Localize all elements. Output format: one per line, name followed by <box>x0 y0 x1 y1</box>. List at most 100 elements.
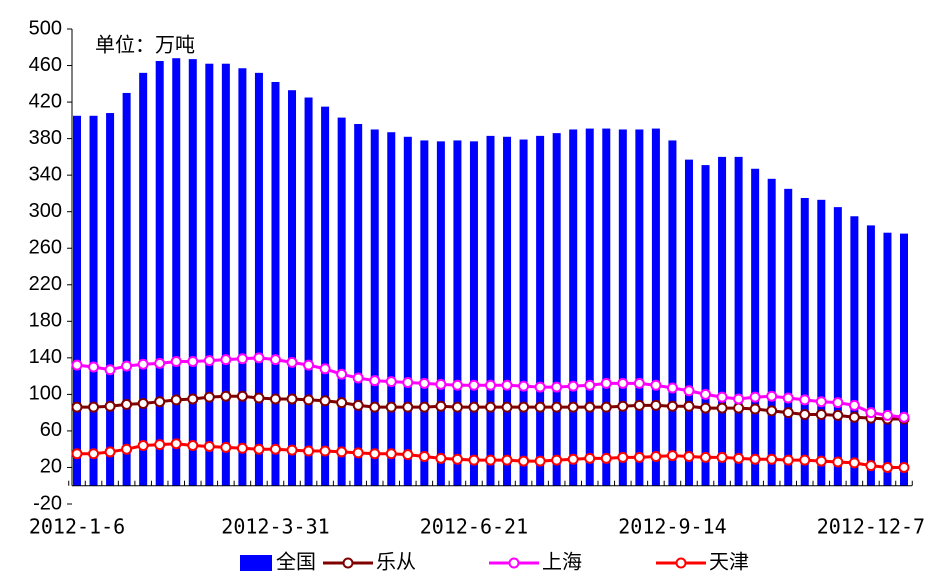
legend-label: 全国 <box>276 550 316 574</box>
point <box>137 398 149 410</box>
point <box>385 376 397 388</box>
y-tick-label: 500 <box>29 17 62 39</box>
bar <box>271 81 280 486</box>
point <box>518 380 530 392</box>
bar <box>73 115 81 486</box>
point <box>815 408 827 420</box>
bar <box>321 106 330 486</box>
bar <box>618 129 627 486</box>
point <box>71 401 83 413</box>
bar <box>122 92 131 486</box>
y-tick-label: 180 <box>29 310 62 332</box>
point <box>187 440 199 452</box>
point <box>253 392 265 404</box>
point <box>468 454 480 466</box>
point <box>104 446 116 458</box>
point <box>567 453 579 465</box>
legend-marker <box>675 557 687 569</box>
y-tick-label: 20 <box>40 456 62 478</box>
x-tick-label: 2012-3-31 <box>221 515 329 539</box>
legend-label: 上海 <box>542 550 582 574</box>
point <box>633 399 645 411</box>
point <box>799 408 811 420</box>
point <box>319 445 331 457</box>
annotation: 单位：万吨 <box>95 33 195 57</box>
bar <box>337 117 346 486</box>
point <box>815 455 827 467</box>
point <box>815 396 827 408</box>
point <box>121 443 133 455</box>
point <box>303 445 315 457</box>
point <box>501 454 513 466</box>
point <box>666 450 678 462</box>
point <box>303 394 315 406</box>
point <box>898 411 910 423</box>
point <box>485 379 496 391</box>
point <box>716 402 728 414</box>
bar <box>585 128 594 486</box>
bar <box>767 178 776 486</box>
legend-marker <box>508 557 520 569</box>
x-tick-label: 2012-9-14 <box>618 515 726 539</box>
point <box>352 399 364 411</box>
point <box>716 391 728 403</box>
point <box>567 380 579 392</box>
point <box>749 453 761 465</box>
point <box>319 395 331 407</box>
legend-marker <box>342 557 354 569</box>
point <box>749 403 761 415</box>
point <box>832 456 844 468</box>
point <box>534 381 546 393</box>
point <box>600 452 612 464</box>
point <box>71 448 83 460</box>
y-tick-label: 460 <box>29 54 62 76</box>
bar <box>734 156 743 486</box>
point <box>600 401 612 413</box>
point <box>584 379 596 391</box>
point <box>881 409 893 421</box>
point <box>848 457 860 469</box>
bar <box>552 133 561 486</box>
point <box>700 451 712 463</box>
point <box>551 401 563 413</box>
point <box>220 441 232 453</box>
point <box>369 375 381 387</box>
bar <box>370 129 379 486</box>
bar <box>817 199 826 486</box>
point <box>104 364 116 376</box>
point <box>71 359 83 371</box>
y-tick-label: 340 <box>29 163 62 185</box>
x-tick-label: 2012-12-7 <box>817 515 925 539</box>
point <box>865 460 877 472</box>
point <box>137 358 149 370</box>
bar <box>833 207 842 486</box>
bar <box>155 60 164 486</box>
point <box>319 363 331 375</box>
bar <box>106 113 115 486</box>
point <box>683 451 695 462</box>
point <box>881 461 893 473</box>
bar <box>883 232 892 486</box>
y-tick-label: 260 <box>29 237 62 259</box>
point <box>782 407 794 419</box>
y-tick-label: 60 <box>40 419 62 441</box>
legend-label: 乐从 <box>376 550 416 574</box>
bar <box>205 63 214 486</box>
point <box>203 355 215 367</box>
bar <box>850 216 859 486</box>
legend-label: 天津 <box>709 550 749 574</box>
point <box>534 455 546 467</box>
point <box>269 393 281 405</box>
bar <box>866 225 875 486</box>
point <box>518 455 530 467</box>
bar <box>668 140 677 486</box>
point <box>369 448 381 460</box>
point <box>617 451 629 463</box>
point <box>352 447 364 459</box>
point <box>435 452 447 464</box>
bar <box>751 168 760 486</box>
x-tick-label: 2012-6-21 <box>420 515 528 539</box>
point <box>253 352 265 364</box>
point <box>600 377 612 389</box>
point <box>683 400 695 412</box>
